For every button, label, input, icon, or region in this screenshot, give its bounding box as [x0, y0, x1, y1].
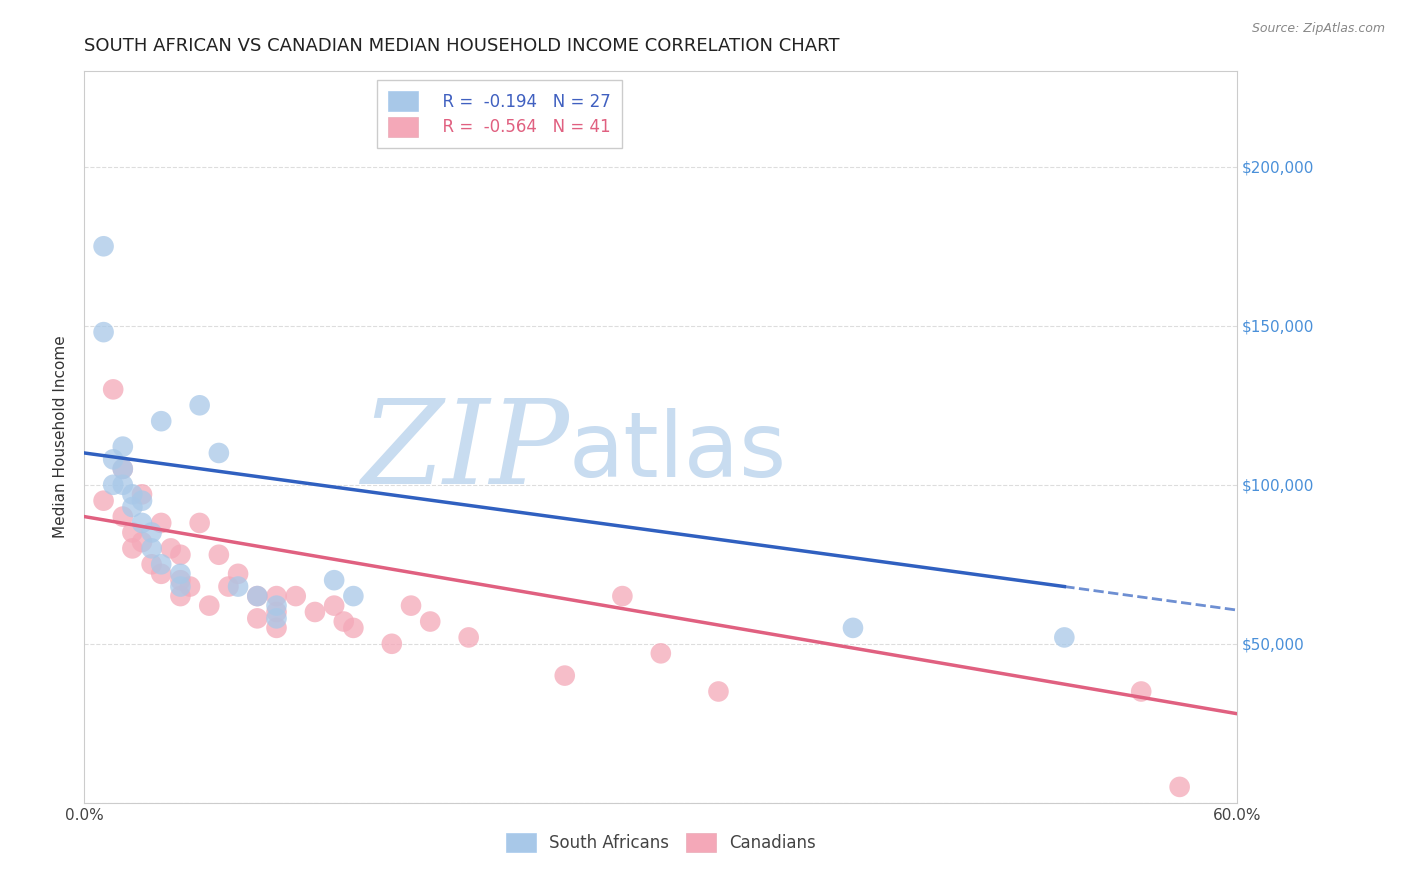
Point — [419, 615, 441, 629]
Point — [121, 541, 143, 556]
Point — [150, 558, 173, 572]
Point — [111, 477, 134, 491]
Point — [131, 535, 153, 549]
Point — [160, 541, 183, 556]
Point — [121, 525, 143, 540]
Point — [103, 477, 124, 491]
Point — [457, 631, 479, 645]
Point — [169, 589, 191, 603]
Point — [111, 462, 134, 476]
Point — [650, 646, 672, 660]
Point — [284, 589, 307, 603]
Point — [304, 605, 326, 619]
Point — [103, 452, 124, 467]
Point — [141, 541, 163, 556]
Point — [150, 566, 173, 581]
Point — [93, 239, 115, 253]
Legend: South Africans, Canadians: South Africans, Canadians — [498, 824, 824, 860]
Point — [342, 589, 364, 603]
Point — [246, 589, 269, 603]
Point — [111, 440, 134, 454]
Point — [399, 599, 422, 613]
Point — [266, 599, 288, 613]
Text: atlas: atlas — [568, 408, 787, 496]
Point — [169, 580, 191, 594]
Point — [131, 493, 153, 508]
Point — [131, 487, 153, 501]
Point — [169, 566, 191, 581]
Point — [333, 615, 356, 629]
Point — [141, 525, 163, 540]
Point — [266, 621, 288, 635]
Point — [323, 573, 346, 587]
Point — [188, 516, 211, 530]
Point — [198, 599, 221, 613]
Point — [554, 668, 576, 682]
Point — [131, 516, 153, 530]
Point — [226, 566, 249, 581]
Text: ZIP: ZIP — [360, 394, 568, 509]
Point — [208, 548, 231, 562]
Point — [150, 414, 173, 428]
Point — [1168, 780, 1191, 794]
Point — [226, 580, 249, 594]
Point — [1130, 684, 1153, 698]
Point — [179, 580, 201, 594]
Point — [188, 398, 211, 412]
Point — [141, 558, 163, 572]
Point — [121, 487, 143, 501]
Point — [169, 573, 191, 587]
Point — [246, 611, 269, 625]
Point — [266, 605, 288, 619]
Point — [218, 580, 240, 594]
Text: Source: ZipAtlas.com: Source: ZipAtlas.com — [1251, 22, 1385, 36]
Point — [169, 548, 191, 562]
Point — [266, 589, 288, 603]
Point — [150, 516, 173, 530]
Point — [208, 446, 231, 460]
Point — [93, 493, 115, 508]
Point — [612, 589, 634, 603]
Point — [342, 621, 364, 635]
Point — [111, 509, 134, 524]
Point — [246, 589, 269, 603]
Point — [111, 462, 134, 476]
Point — [93, 325, 115, 339]
Point — [266, 611, 288, 625]
Text: SOUTH AFRICAN VS CANADIAN MEDIAN HOUSEHOLD INCOME CORRELATION CHART: SOUTH AFRICAN VS CANADIAN MEDIAN HOUSEHO… — [84, 37, 839, 54]
Point — [121, 500, 143, 514]
Point — [381, 637, 404, 651]
Y-axis label: Median Household Income: Median Household Income — [53, 335, 69, 539]
Point — [842, 621, 865, 635]
Point — [1053, 631, 1076, 645]
Point — [707, 684, 730, 698]
Point — [103, 383, 124, 397]
Point — [323, 599, 346, 613]
